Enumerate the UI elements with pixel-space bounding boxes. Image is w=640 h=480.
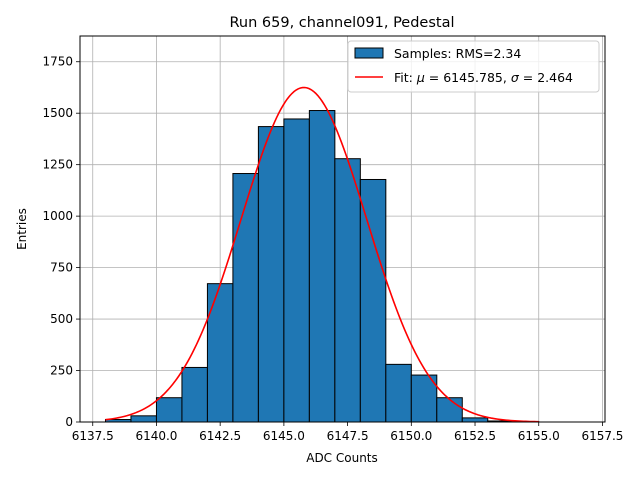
histogram-bar [334,158,361,423]
plot-frame [79,35,606,423]
y-tick-label: 0 [65,415,73,429]
histogram-bar [232,173,259,423]
y-axis: 0 250 500 750 1000 1250 1500 1750 [42,55,80,429]
y-tick-label: 500 [50,312,73,326]
x-tick-label: 6142.5 [199,429,241,443]
legend-fit-prefix: Fit: [394,70,417,85]
legend-fit-mu-value: 6145.785 [443,70,503,85]
legend-box [347,40,600,93]
y-tick-label: 1500 [42,106,73,120]
y-tick-label: 1000 [42,209,73,223]
x-axis: 6137.5 6140.0 6142.5 6145.0 6147.5 6150.0 6152… [72,422,623,443]
histogram-bar [181,366,208,423]
x-tick-label: 6140.0 [135,429,177,443]
y-tick-label: 1750 [42,55,73,69]
histogram-bar [461,417,489,423]
y-tick-label: 750 [50,261,73,275]
x-tick-label: 6147.5 [327,429,369,443]
x-tick-label: 6137.5 [72,429,114,443]
bars-layer [104,110,540,423]
legend-fit-sep: , [503,70,511,85]
x-tick-label: 6152.5 [454,429,496,443]
histogram-bar [283,118,310,423]
legend-histogram-label: Samples: RMS=2.34 [394,46,521,61]
histogram-bar [359,178,387,423]
histogram-bar [308,110,336,423]
histogram-bar [130,415,157,423]
legend-fit-sigma-symbol: σ [511,70,520,85]
legend-fit-sigma-eq: = [519,70,537,85]
legend-fit-mu-eq: = [425,70,443,85]
histogram-bar [206,283,234,423]
x-tick-label: 6155.0 [518,429,560,443]
legend-fit-mu-symbol: μ [416,70,425,85]
histogram-bar [436,397,463,423]
legend: Samples: RMS=2.34 Fit: μ = 6145.785, σ =… [347,40,600,93]
y-tick-label: 1250 [42,158,73,172]
x-tick-label: 6157.5 [581,429,623,443]
legend-fit-sigma-value: 2.464 [537,70,573,85]
legend-histogram-swatch [354,47,384,59]
y-tick-label: 250 [50,364,73,378]
x-axis-label: ADC Counts [306,451,378,465]
x-tick-label: 6150.0 [390,429,432,443]
histogram-bar [257,126,285,423]
fit-curve [105,86,539,423]
histogram-bar [385,363,412,423]
legend-fit-label: Fit: μ = 6145.785, σ = 2.464 [394,70,573,85]
histogram-bar [155,397,183,423]
x-tick-label: 6145.0 [263,429,305,443]
y-axis-label: Entries [15,208,29,250]
chart-title: Run 659, channel091, Pedestal [229,15,454,31]
